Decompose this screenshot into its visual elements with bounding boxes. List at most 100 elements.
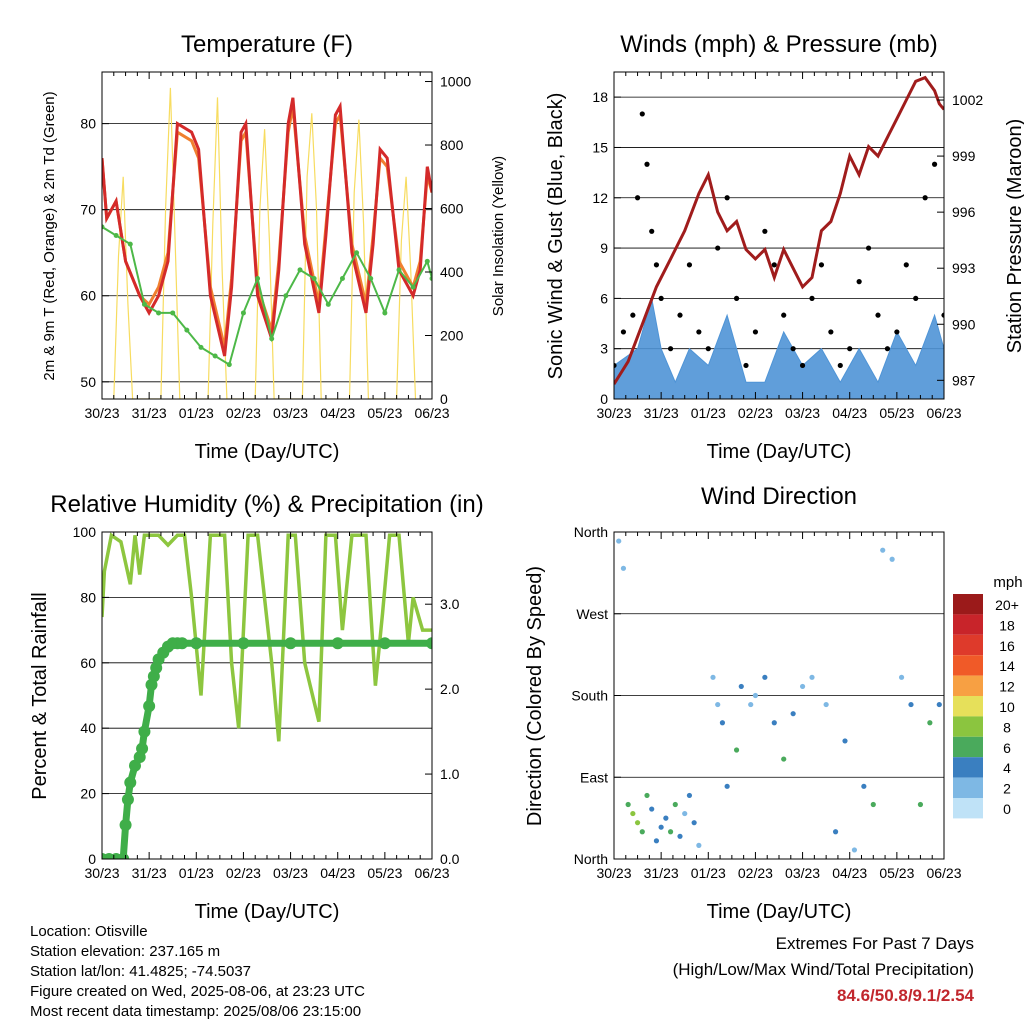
- precip-point: [176, 637, 189, 650]
- gust-point: [837, 362, 843, 369]
- precip-point: [284, 637, 297, 650]
- direction-point: [762, 674, 768, 680]
- y-tick-label: 6: [600, 290, 608, 306]
- gust-point: [799, 362, 806, 369]
- direction-point: [936, 701, 942, 708]
- gust-point: [790, 346, 796, 352]
- direction-point: [649, 806, 655, 812]
- info-recent: Most recent data timestamp: 2025/08/06 2…: [30, 1003, 362, 1020]
- relative-humidity-line: [102, 532, 432, 742]
- x-tick-label: 01/23: [179, 865, 214, 881]
- legend-swatch: [953, 777, 983, 798]
- direction-point: [672, 801, 678, 808]
- y-tick-label: 0: [600, 391, 608, 407]
- x-tick-label: 03/23: [273, 865, 308, 881]
- direction-point: [686, 792, 693, 799]
- y-tick-label: South: [571, 688, 608, 704]
- x-tick-label: 02/23: [226, 405, 261, 421]
- direction-point: [927, 720, 933, 726]
- gust-point: [894, 329, 900, 335]
- gust-point: [941, 312, 944, 318]
- legend-swatch: [953, 655, 983, 676]
- legend-swatch: [953, 736, 983, 758]
- x-tick-label: 01/23: [179, 405, 214, 421]
- legend-swatch: [953, 594, 983, 615]
- legend-swatch: [953, 798, 983, 819]
- legend-label: 10: [999, 699, 1015, 715]
- speed-legend: mph 20+ 18 16 14 12 10 8 6 4 2 0: [953, 574, 1023, 819]
- direction-point: [682, 810, 688, 817]
- extremes-values: 84.6/50.8/9.1/2.54: [836, 986, 974, 1005]
- y-tick-right-label: 996: [952, 204, 976, 220]
- y-tick-right-label: 1.0: [440, 766, 460, 782]
- gust-point: [614, 362, 617, 369]
- info-latlon: Station lat/lon: 41.4825; -74.5037: [30, 963, 252, 980]
- y-tick-right-label: 993: [952, 260, 976, 276]
- winds-ylabel-right: Station Pressure (Maroon): [1004, 119, 1024, 354]
- x-tick-label: 05/23: [367, 865, 402, 881]
- direction-point: [620, 565, 627, 571]
- precip-point: [117, 853, 130, 859]
- x-tick-label: 05/23: [367, 405, 402, 421]
- y-tick-right-label: 1002: [952, 92, 983, 108]
- x-tick-label: 04/23: [832, 405, 867, 421]
- direction-point: [715, 701, 721, 708]
- direction-xlabel: Time (Day/UTC): [707, 901, 852, 923]
- x-tick-label: 03/23: [785, 865, 820, 881]
- precip-point: [190, 637, 203, 650]
- y-tick-right-label: 990: [952, 316, 976, 332]
- y-tick-label: 80: [80, 589, 96, 605]
- direction-point: [781, 756, 787, 762]
- gust-point: [913, 295, 919, 301]
- direction-point: [908, 701, 914, 708]
- x-tick-label: 04/23: [320, 865, 355, 881]
- x-tick-label: 02/23: [738, 865, 773, 881]
- gust-point: [865, 245, 872, 251]
- direction-point: [880, 547, 886, 553]
- x-tick-label: 06/23: [926, 865, 961, 881]
- direction-point: [823, 701, 829, 708]
- x-tick-label: 02/23: [226, 865, 261, 881]
- y-tick-label: 80: [80, 116, 96, 132]
- precip-point: [124, 776, 137, 789]
- y-tick-label: North: [574, 851, 608, 867]
- gust-point: [715, 245, 721, 251]
- legend-label: 16: [999, 638, 1015, 654]
- x-tick-label: 31/23: [644, 865, 679, 881]
- precip-point: [331, 637, 344, 650]
- x-tick-label: 06/23: [926, 405, 961, 421]
- gust-point: [922, 195, 928, 201]
- direction-point: [634, 820, 641, 826]
- dewpoint-line: [102, 226, 432, 367]
- y-tick-right-label: 999: [952, 148, 976, 164]
- x-tick-label: 05/23: [879, 865, 914, 881]
- x-tick-label: 06/23: [414, 405, 449, 421]
- x-tick-label: 02/23: [738, 405, 773, 421]
- y-tick-label: 70: [80, 202, 96, 218]
- direction-ylabel: Direction (Colored By Speed): [524, 566, 546, 826]
- direction-point: [710, 674, 716, 680]
- x-tick-label: 05/23: [879, 405, 914, 421]
- direction-point: [771, 720, 777, 726]
- direction-point: [832, 829, 839, 835]
- gust-point: [705, 346, 711, 352]
- pressure-line: [614, 75, 944, 385]
- gust-point: [686, 262, 693, 268]
- y-tick-label: 40: [80, 720, 96, 736]
- gust-point: [781, 312, 787, 318]
- direction-point: [809, 674, 815, 680]
- winds-data: [614, 75, 944, 399]
- direction-title: Wind Direction: [701, 483, 857, 510]
- direction-point: [691, 820, 697, 826]
- direction-point: [663, 815, 669, 821]
- legend-label: 12: [999, 679, 1015, 695]
- direction-panel: Wind Direction Time (Day/UTC) Direction …: [524, 483, 1023, 923]
- x-tick-label: 30/23: [596, 405, 631, 421]
- direction-point: [738, 683, 744, 690]
- x-tick-label: 31/23: [132, 865, 167, 881]
- direction-point: [917, 801, 924, 808]
- precip-point: [237, 637, 250, 650]
- gust-point: [771, 262, 777, 268]
- y-tick-label: 60: [80, 655, 96, 671]
